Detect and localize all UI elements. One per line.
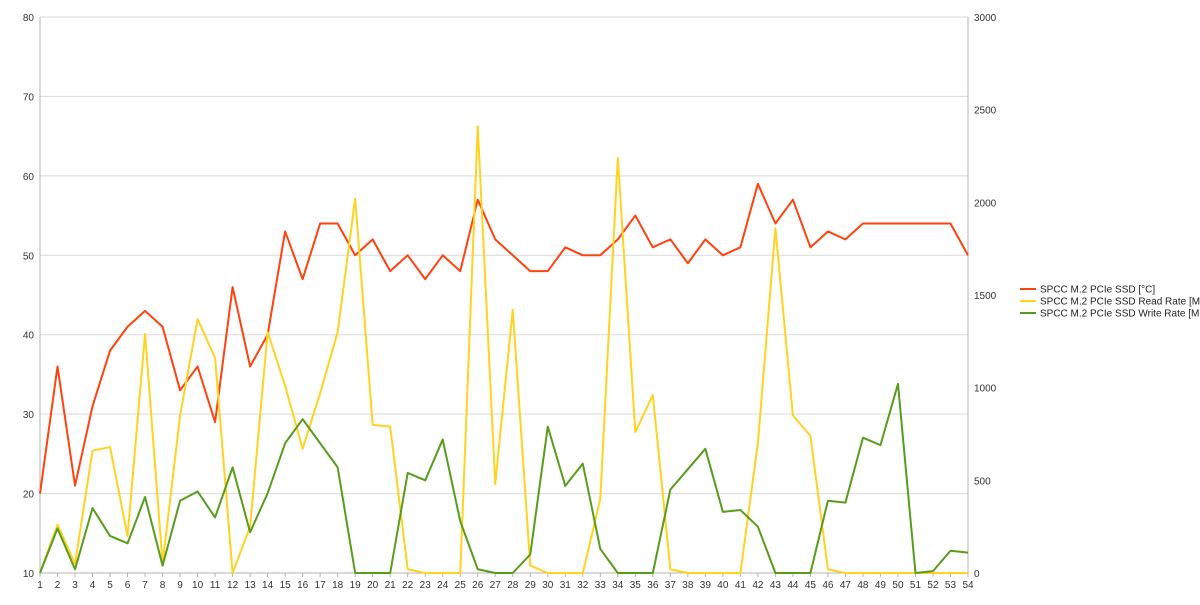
x-axis-tick-label: 34	[612, 580, 624, 591]
legend-label-2: SPCC M.2 PCIe SSD Read Rate [MB/s]	[1040, 297, 1200, 308]
x-axis-tick-label: 18	[332, 580, 344, 591]
x-axis-tick-label: 12	[227, 580, 239, 591]
x-axis-tick-label: 52	[927, 580, 939, 591]
right-axis-tick-label: 500	[974, 476, 991, 487]
series-lines	[39, 125, 969, 574]
series-line-1	[39, 182, 969, 494]
x-axis-tick-label: 28	[507, 580, 519, 591]
x-axis-tick-label: 37	[665, 580, 677, 591]
x-axis-tick-label: 21	[385, 580, 397, 591]
x-axis-tick-label: 32	[577, 580, 589, 591]
x-axis-tick-label: 14	[262, 580, 274, 591]
x-axis-tick-label: 50	[892, 580, 904, 591]
left-axis-tick-label: 60	[23, 172, 35, 183]
x-axis-tick-label: 40	[717, 580, 729, 591]
x-axis-tick-label: 20	[367, 580, 379, 591]
axes	[39, 17, 969, 577]
legend-label-3: SPCC M.2 PCIe SSD Write Rate [MB/s]	[1040, 309, 1200, 320]
x-axis-tick-label: 49	[875, 580, 887, 591]
left-axis-tick-label: 40	[23, 331, 35, 342]
series-line-3	[39, 382, 969, 574]
x-axis-tick-label: 44	[787, 580, 799, 591]
x-axis-tick-label: 24	[437, 580, 449, 591]
x-axis-tick-label: 2	[55, 580, 61, 591]
gridlines	[40, 16, 968, 574]
x-axis-tick-label: 54	[962, 580, 974, 591]
x-axis-tick-label: 33	[595, 580, 607, 591]
x-axis-tick-label: 4	[90, 580, 96, 591]
left-axis-tick-label: 30	[23, 410, 35, 421]
x-axis-tick-label: 35	[630, 580, 642, 591]
x-axis-tick-label: 8	[160, 580, 166, 591]
right-axis-tick-label: 1000	[974, 384, 997, 395]
x-axis-tick-label: 19	[350, 580, 362, 591]
x-axis-tick-label: 31	[560, 580, 572, 591]
x-axis-tick-label: 22	[402, 580, 414, 591]
legend: SPCC M.2 PCIe SSD [°C]SPCC M.2 PCIe SSD …	[1020, 285, 1200, 320]
x-axis-tick-label: 26	[472, 580, 484, 591]
x-axis-tick-label: 16	[297, 580, 309, 591]
x-axis-tick-label: 6	[125, 580, 131, 591]
x-axis-tick-label: 51	[910, 580, 922, 591]
left-axis-tick-label: 10	[23, 569, 35, 580]
x-axis-tick-label: 43	[770, 580, 782, 591]
x-axis-tick-label: 25	[455, 580, 467, 591]
x-axis-tick-label: 15	[280, 580, 292, 591]
x-axis-tick-label: 29	[525, 580, 537, 591]
x-axis-tick-label: 39	[700, 580, 712, 591]
x-axis-tick-label: 30	[542, 580, 554, 591]
x-axis-tick-label: 1	[37, 580, 43, 591]
right-axis-tick-label: 1500	[974, 291, 997, 302]
x-axis-tick-label: 3	[72, 580, 78, 591]
x-axis-tick-label: 42	[752, 580, 764, 591]
x-axis-tick-label: 11	[210, 580, 221, 591]
right-axis-tick-label: 2500	[974, 106, 997, 117]
x-axis-tick-label: 5	[107, 580, 113, 591]
left-axis-tick-label: 70	[23, 92, 35, 103]
x-axis-tick-label: 48	[857, 580, 869, 591]
left-axis-tick-label: 50	[23, 251, 35, 262]
x-axis-tick-label: 27	[490, 580, 502, 591]
x-axis-tick-label: 17	[315, 580, 327, 591]
x-axis-tick-label: 9	[177, 580, 183, 591]
x-axis-tick-label: 47	[840, 580, 852, 591]
left-axis-tick-label: 80	[23, 13, 35, 24]
x-axis-tick-label: 36	[647, 580, 659, 591]
right-axis-tick-label: 3000	[974, 13, 997, 24]
x-axis-tick-label: 13	[245, 580, 257, 591]
x-axis-tick-label: 7	[142, 580, 148, 591]
x-axis-tick-label: 23	[420, 580, 432, 591]
x-axis-tick-label: 46	[822, 580, 834, 591]
legend-label-1: SPCC M.2 PCIe SSD [°C]	[1040, 285, 1155, 296]
tick-labels: 10 20 30 40 50 60 70 80 0 500 1000 1500 2000 2500 3000…	[23, 13, 997, 591]
left-axis-tick-label: 20	[23, 490, 35, 501]
x-axis-tick-label: 38	[682, 580, 694, 591]
series-line-2	[39, 125, 968, 574]
right-axis-tick-label: 2000	[974, 198, 997, 209]
x-axis-tick-label: 45	[805, 580, 817, 591]
right-axis-tick-label: 0	[974, 569, 980, 580]
x-axis-tick-label: 53	[945, 580, 957, 591]
x-axis-tick-label: 41	[735, 580, 747, 591]
x-axis-tick-label: 10	[192, 580, 204, 591]
